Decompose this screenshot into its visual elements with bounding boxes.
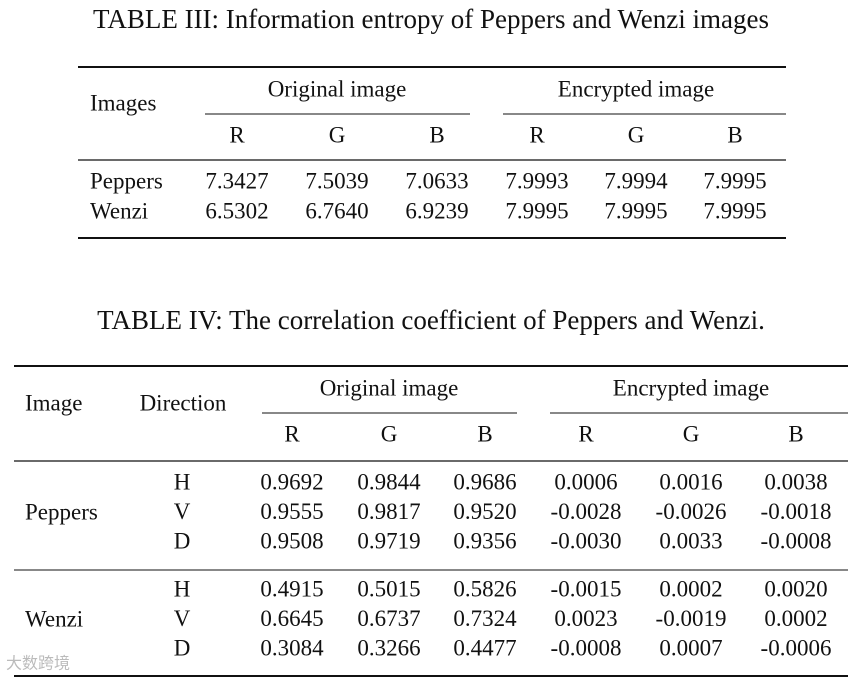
- watermark: 大数跨境: [6, 654, 70, 673]
- table-cell: -0.0008: [761, 528, 832, 553]
- table-cell: 0.9508: [260, 528, 323, 553]
- table-cell: 0.7324: [453, 606, 517, 631]
- direction-cell: H: [174, 469, 191, 494]
- group-label: Wenzi: [25, 606, 83, 631]
- group-header: Original image: [268, 76, 407, 101]
- table-cell: 7.9994: [604, 168, 668, 193]
- direction-cell: H: [174, 576, 191, 601]
- table-cell: 0.0002: [764, 606, 827, 631]
- table-cell: -0.0028: [551, 499, 622, 524]
- table-cell: 0.9817: [357, 499, 420, 524]
- table-cell: 0.5015: [357, 576, 420, 601]
- table-cell: -0.0008: [551, 635, 622, 660]
- table-title: TABLE III: Information entropy of Pepper…: [93, 4, 769, 34]
- table-cell: -0.0015: [551, 576, 622, 601]
- table-cell: 6.7640: [305, 198, 368, 223]
- table-cell: 0.9555: [260, 499, 323, 524]
- channel-header: G: [628, 122, 645, 147]
- table-cell: 0.9719: [357, 528, 420, 553]
- row-label: Wenzi: [90, 198, 148, 223]
- table-cell: 7.9995: [703, 168, 766, 193]
- table-cell: 0.9692: [260, 469, 323, 494]
- direction-cell: D: [174, 635, 191, 660]
- group-header: Encrypted image: [613, 375, 769, 400]
- group-header: Original image: [320, 375, 459, 400]
- group-label: Peppers: [25, 499, 98, 524]
- channel-header: B: [727, 122, 742, 147]
- table-cell: 7.0633: [405, 168, 468, 193]
- header-cell: Image: [25, 390, 82, 415]
- channel-header: R: [578, 421, 594, 446]
- table-cell: 0.0016: [659, 469, 722, 494]
- table-cell: -0.0018: [761, 499, 832, 524]
- channel-header: B: [477, 421, 492, 446]
- table-cell: 0.3266: [357, 635, 420, 660]
- table-cell: 0.4477: [453, 635, 516, 660]
- table-cell: 7.5039: [305, 168, 368, 193]
- channel-header: B: [429, 122, 444, 147]
- table-cell: -0.0026: [656, 499, 727, 524]
- channel-header: B: [788, 421, 803, 446]
- table-cell: 0.9686: [453, 469, 516, 494]
- table-cell: 0.9356: [453, 528, 516, 553]
- table-cell: 7.3427: [205, 168, 268, 193]
- channel-header: G: [381, 421, 398, 446]
- direction-cell: V: [174, 606, 191, 631]
- table-cell: -0.0006: [761, 635, 832, 660]
- table-cell: 0.0038: [764, 469, 827, 494]
- channel-header: R: [529, 122, 545, 147]
- table-cell: 0.3084: [260, 635, 324, 660]
- table-cell: 7.9995: [703, 198, 766, 223]
- table-cell: 0.0020: [764, 576, 827, 601]
- table-cell: 7.9993: [505, 168, 568, 193]
- channel-header: G: [329, 122, 346, 147]
- table-cell: 0.6737: [357, 606, 420, 631]
- table-cell: 6.9239: [405, 198, 468, 223]
- table-cell: 0.6645: [260, 606, 323, 631]
- table-cell: 0.0007: [659, 635, 722, 660]
- table-cell: 0.0002: [659, 576, 722, 601]
- channel-header: R: [229, 122, 245, 147]
- header-cell: Images: [90, 90, 156, 115]
- table-cell: 6.5302: [205, 198, 268, 223]
- table-cell: -0.0030: [551, 528, 622, 553]
- channel-header: G: [683, 421, 700, 446]
- group-header: Encrypted image: [558, 76, 714, 101]
- table-cell: 7.9995: [604, 198, 667, 223]
- row-label: Peppers: [90, 168, 163, 193]
- direction-cell: V: [174, 499, 191, 524]
- header-cell: Direction: [140, 390, 227, 415]
- table-cell: 0.9844: [357, 469, 421, 494]
- table-cell: 0.0033: [659, 528, 722, 553]
- table-cell: 0.0023: [554, 606, 617, 631]
- table-cell: 0.9520: [453, 499, 516, 524]
- table-cell: 7.9995: [505, 198, 568, 223]
- table-cell: -0.0019: [656, 606, 727, 631]
- table-cell: 0.4915: [260, 576, 323, 601]
- table-cell: 0.5826: [453, 576, 516, 601]
- direction-cell: D: [174, 528, 191, 553]
- table-title: TABLE IV: The correlation coefficient of…: [97, 305, 765, 335]
- table-cell: 0.0006: [554, 469, 617, 494]
- channel-header: R: [284, 421, 300, 446]
